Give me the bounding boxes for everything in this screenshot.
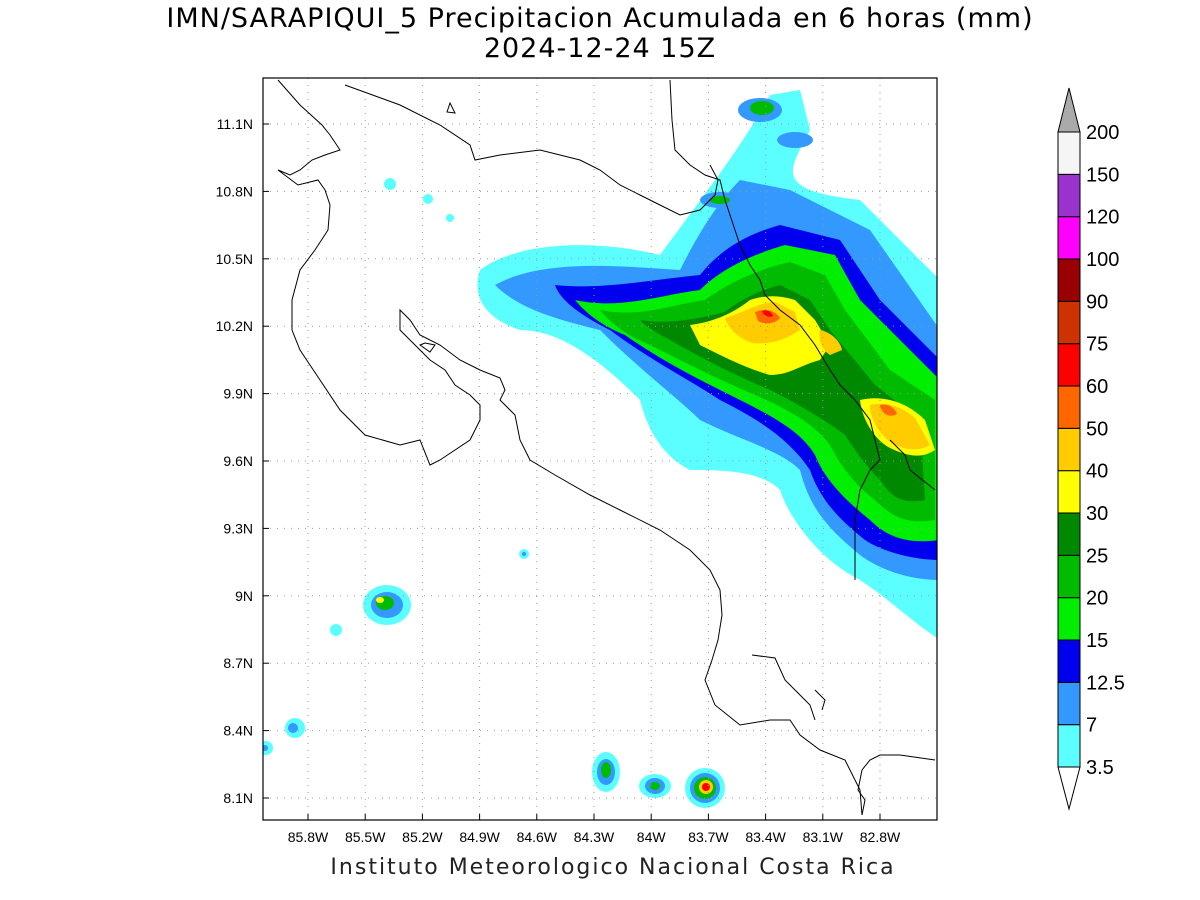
colorbar-label: 20 bbox=[1086, 588, 1108, 610]
lon-tick-label: 83.1W bbox=[803, 829, 844, 845]
colorbar-label: 7 bbox=[1086, 715, 1097, 737]
precipitation-field bbox=[263, 90, 937, 808]
lat-tick-label: 8.4N bbox=[223, 723, 253, 739]
precip-cell bbox=[263, 745, 268, 751]
colorbar-label: 25 bbox=[1086, 545, 1108, 567]
colorbar-label: 50 bbox=[1086, 418, 1108, 440]
colorbar-swatch bbox=[1057, 681, 1081, 726]
lon-tick-label: 84W bbox=[637, 829, 667, 845]
longitude-axis: 85.8W 85.5W 85.2W 84.9W 84.6W 84.3W 84W 83.7W 83… bbox=[288, 814, 901, 845]
colorbar-swatch bbox=[1057, 427, 1081, 472]
lat-tick-label: 8.1N bbox=[223, 790, 253, 806]
precip-cell bbox=[330, 624, 342, 636]
colorbar-label: 150 bbox=[1086, 164, 1119, 186]
precip-band-60 bbox=[762, 310, 773, 317]
colorbar-label: 60 bbox=[1086, 376, 1108, 398]
colorbar-swatch bbox=[1057, 597, 1081, 641]
precip-cell bbox=[376, 597, 384, 603]
colorbar-label: 12.5 bbox=[1086, 672, 1125, 694]
precip-cell bbox=[650, 782, 660, 790]
colorbar-label: 30 bbox=[1086, 503, 1108, 525]
latitude-axis: 11.1N 10.8N 10.5N 10.2N 9.9N 9.6N 9.3N 9N 8.7N 8.… bbox=[216, 116, 269, 806]
lon-tick-label: 85.5W bbox=[345, 829, 386, 845]
lon-tick-label: 84.9W bbox=[459, 829, 500, 845]
lat-tick-label: 8.7N bbox=[223, 655, 253, 671]
colorbar: 3.5 7 12.5 15 20 25 30 40 50 60 75 90 100 120 150 200 bbox=[1057, 87, 1125, 811]
colorbar-label: 75 bbox=[1086, 334, 1108, 356]
colorbar-swatch bbox=[1057, 343, 1081, 387]
map-subtitle-date: 2024-12-24 15Z bbox=[483, 33, 717, 64]
lon-tick-label: 82.8W bbox=[860, 829, 901, 845]
colorbar-label: 90 bbox=[1086, 291, 1108, 313]
footer-institution: Instituto Meteorologico Nacional Costa R… bbox=[330, 855, 896, 880]
colorbar-swatch bbox=[1057, 131, 1081, 175]
lon-tick-label: 83.7W bbox=[688, 829, 729, 845]
colorbar-swatch bbox=[1057, 512, 1081, 556]
lon-tick-label: 83.4W bbox=[745, 829, 786, 845]
lat-tick-label: 9.9N bbox=[223, 386, 253, 402]
precip-cell bbox=[288, 723, 298, 733]
lat-tick-label: 11.1N bbox=[217, 116, 253, 132]
colorbar-swatch bbox=[1057, 639, 1081, 683]
colorbar-label: 200 bbox=[1086, 122, 1119, 144]
precip-cell bbox=[423, 194, 433, 204]
precip-cell bbox=[446, 214, 454, 222]
colorbar-swatch bbox=[1057, 724, 1081, 768]
lat-tick-label: 10.8N bbox=[216, 183, 253, 199]
precip-cell bbox=[750, 101, 774, 115]
lat-tick-label: 10.2N bbox=[216, 318, 253, 334]
precip-band-40 bbox=[725, 302, 930, 450]
map-title: IMN/SARAPIQUI_5 Precipitacion Acumulada … bbox=[166, 3, 1034, 34]
colorbar-label: 120 bbox=[1086, 207, 1119, 229]
colorbar-over-triangle bbox=[1057, 87, 1081, 133]
colorbar-swatch bbox=[1057, 385, 1081, 429]
colorbar-label: 100 bbox=[1086, 249, 1119, 271]
precip-cell bbox=[777, 132, 813, 148]
lon-tick-label: 84.6W bbox=[517, 829, 558, 845]
colorbar-swatch bbox=[1057, 258, 1081, 302]
precip-band-50 bbox=[755, 310, 897, 416]
colorbar-swatch bbox=[1057, 470, 1081, 514]
colorbar-label: 3.5 bbox=[1086, 757, 1114, 779]
graticule bbox=[263, 78, 937, 820]
lat-tick-label: 9.3N bbox=[223, 520, 253, 536]
colorbar-swatch bbox=[1057, 216, 1081, 260]
colorbar-swatch bbox=[1057, 554, 1081, 599]
lat-tick-label: 9N bbox=[235, 588, 253, 604]
map-frame bbox=[262, 77, 938, 821]
precip-cell bbox=[384, 178, 396, 190]
precip-cell bbox=[601, 762, 611, 778]
lat-tick-label: 10.5N bbox=[216, 251, 253, 267]
colorbar-under-triangle bbox=[1057, 766, 1081, 811]
precip-cell bbox=[702, 783, 710, 791]
coastline bbox=[277, 79, 936, 816]
lat-tick-label: 9.6N bbox=[223, 453, 253, 469]
colorbar-label: 40 bbox=[1086, 461, 1108, 483]
lon-tick-label: 85.2W bbox=[402, 829, 443, 845]
lon-tick-label: 85.8W bbox=[288, 829, 329, 845]
colorbar-swatch bbox=[1057, 300, 1081, 345]
lon-tick-label: 84.3W bbox=[574, 829, 615, 845]
colorbar-label: 15 bbox=[1086, 630, 1108, 652]
colorbar-swatch bbox=[1057, 173, 1081, 218]
precip-cell bbox=[522, 552, 526, 556]
